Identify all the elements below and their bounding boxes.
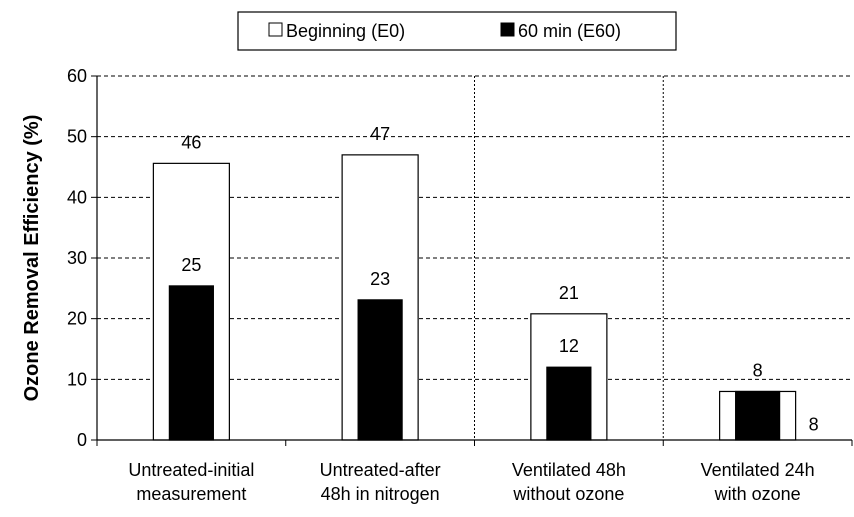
category-dividers <box>474 76 664 440</box>
category-label: with ozone <box>714 484 801 504</box>
category-label: Untreated-initial <box>128 460 254 480</box>
legend: Beginning (E0) 60 min (E60) <box>237 11 677 51</box>
legend-swatch-e0 <box>268 22 283 37</box>
category-label: without ozone <box>512 484 624 504</box>
data-label-e0: 21 <box>559 283 579 303</box>
data-label-e60: 8 <box>809 414 819 434</box>
labels: 0 10 20 30 40 50 60 46 47 21 8 25 23 12 8 Untreated-ini… <box>67 66 819 504</box>
legend-label-e60: 60 min (E60) <box>518 21 621 41</box>
y-tick-label: 50 <box>67 127 87 147</box>
bar-e60 <box>735 390 781 441</box>
category-label: measurement <box>136 484 246 504</box>
category-label: 48h in nitrogen <box>321 484 440 504</box>
data-label-e0: 47 <box>370 124 390 144</box>
legend-label-e0: Beginning (E0) <box>286 21 405 41</box>
y-tick-label: 30 <box>67 248 87 268</box>
legend-swatch-e60 <box>500 22 515 37</box>
data-label-e0: 8 <box>753 360 763 380</box>
y-tick-label: 10 <box>67 369 87 389</box>
bar-e60 <box>168 285 214 441</box>
data-label-e0: 46 <box>181 132 201 152</box>
legend-box <box>237 11 677 51</box>
y-tick-label: 60 <box>67 66 87 86</box>
data-label-e60: 23 <box>370 269 390 289</box>
bar-e60 <box>546 366 592 441</box>
category-label: Ventilated 48h <box>512 460 626 480</box>
category-label: Untreated-after <box>320 460 441 480</box>
axes <box>91 75 853 446</box>
category-label: Ventilated 24h <box>701 460 815 480</box>
data-label-e60: 12 <box>559 336 579 356</box>
y-tick-label: 0 <box>77 430 87 450</box>
y-tick-label: 40 <box>67 187 87 207</box>
y-axis-label: Ozone Removal Efficiency (%) <box>21 115 43 402</box>
y-tick-label: 20 <box>67 309 87 329</box>
bar-e60 <box>357 299 403 441</box>
data-label-e60: 25 <box>181 255 201 275</box>
